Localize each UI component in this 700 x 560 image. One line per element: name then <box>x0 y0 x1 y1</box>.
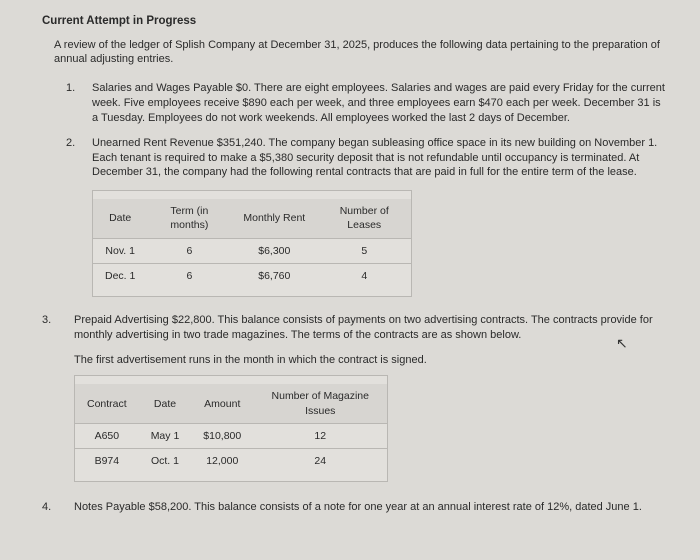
contract-table: Contract Date Amount Number of Magazine … <box>74 375 388 482</box>
table-row: Nov. 1 6 $6,300 5 <box>93 238 411 263</box>
cell: Dec. 1 <box>93 263 147 288</box>
item-text: Unearned Rent Revenue $351,240. The comp… <box>92 136 666 181</box>
cell: A650 <box>75 423 139 448</box>
lease-table: Date Term (in months) Monthly Rent Numbe… <box>92 190 412 297</box>
cell: Nov. 1 <box>93 238 147 263</box>
col-date: Date <box>139 384 192 423</box>
col-amount: Amount <box>191 384 253 423</box>
cell: $6,300 <box>231 238 317 263</box>
list-item-2: 2. Unearned Rent Revenue $351,240. The c… <box>66 136 666 297</box>
cell: 5 <box>317 238 411 263</box>
cell: 12 <box>253 423 387 448</box>
table-row: Dec. 1 6 $6,760 4 <box>93 263 411 288</box>
item-text: Prepaid Advertising $22,800. This balanc… <box>74 313 666 343</box>
item-number: 1. <box>66 81 92 126</box>
attempt-heading: Current Attempt in Progress <box>42 14 666 30</box>
item-subtext: The first advertisement runs in the mont… <box>74 353 666 368</box>
cell: $10,800 <box>191 423 253 448</box>
col-issues: Number of Magazine Issues <box>253 384 387 423</box>
table-row: A650 May 1 $10,800 12 <box>75 423 387 448</box>
col-contract: Contract <box>75 384 139 423</box>
col-term: Term (in months) <box>147 199 231 238</box>
item-text: Notes Payable $58,200. This balance cons… <box>74 500 666 515</box>
cell: Oct. 1 <box>139 449 192 474</box>
cell: B974 <box>75 449 139 474</box>
list-item-4: 4. Notes Payable $58,200. This balance c… <box>42 500 666 515</box>
list-item-1: 1. Salaries and Wages Payable $0. There … <box>66 81 666 126</box>
cell: 4 <box>317 263 411 288</box>
col-leases: Number of Leases <box>317 199 411 238</box>
page-container: Current Attempt in Progress A review of … <box>0 0 700 539</box>
item-number: 2. <box>66 136 92 297</box>
item-text: Salaries and Wages Payable $0. There are… <box>92 81 666 126</box>
cell: May 1 <box>139 423 192 448</box>
cell: 6 <box>147 238 231 263</box>
cell: 24 <box>253 449 387 474</box>
col-date: Date <box>93 199 147 238</box>
item-number: 3. <box>42 313 74 482</box>
item-body-3: Prepaid Advertising $22,800. This balanc… <box>74 313 666 482</box>
intro-text: A review of the ledger of Splish Company… <box>54 38 666 68</box>
table-row: B974 Oct. 1 12,000 24 <box>75 449 387 474</box>
item-body-2: Unearned Rent Revenue $351,240. The comp… <box>92 136 666 297</box>
cell: 6 <box>147 263 231 288</box>
col-rent: Monthly Rent <box>231 199 317 238</box>
item-number: 4. <box>42 500 74 515</box>
list-item-3: 3. Prepaid Advertising $22,800. This bal… <box>42 313 666 482</box>
cell: $6,760 <box>231 263 317 288</box>
cell: 12,000 <box>191 449 253 474</box>
